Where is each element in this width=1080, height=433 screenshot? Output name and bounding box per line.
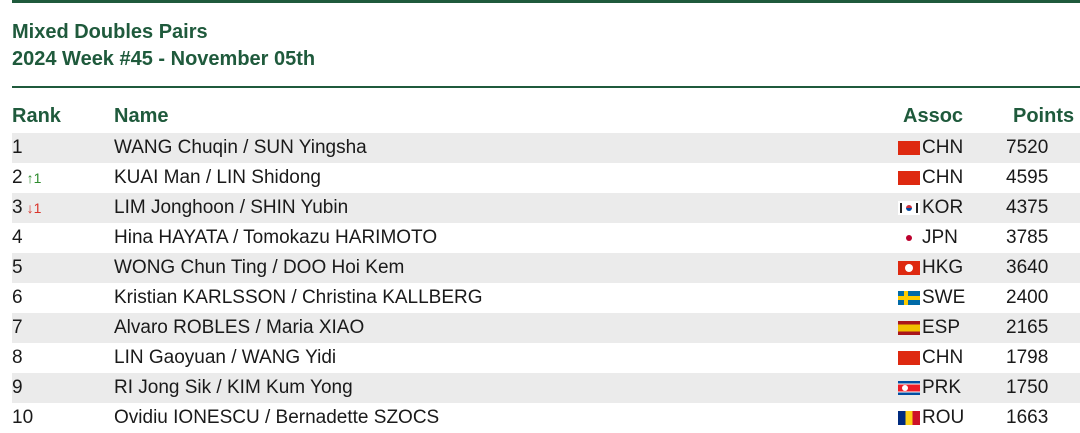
north-korea-flag-icon: [898, 381, 920, 395]
table-row: 2 ↑1 KUAI Man / LIN Shidong CHN 4595: [12, 163, 1080, 193]
assoc-cell: ROU: [898, 407, 964, 429]
pair-name[interactable]: Alvaro ROBLES / Maria XIAO: [114, 317, 365, 338]
points-cell: 4375: [1006, 197, 1049, 218]
column-header-points: Points: [1013, 105, 1075, 127]
romania-flag-icon: [898, 411, 920, 425]
points-cell: 2165: [1006, 317, 1049, 338]
hong-kong-flag-icon: [898, 261, 920, 275]
points-cell: 7520: [1006, 137, 1049, 158]
points-cell: 1663: [1006, 407, 1049, 428]
assoc-cell: ESP: [898, 317, 960, 339]
table-row: 3 ↓1 LIM Jonghoon / SHIN Yubin KOR 4375: [12, 193, 1080, 223]
pair-name[interactable]: WONG Chun Ting / DOO Hoi Kem: [114, 257, 405, 278]
china-flag-icon: [898, 171, 920, 185]
assoc-cell: JPN: [898, 227, 958, 249]
rank-up-indicator: ↑1: [26, 170, 42, 186]
japan-flag-icon: [898, 231, 920, 245]
table-row: 7 Alvaro ROBLES / Maria XIAO ESP 2165: [12, 313, 1080, 343]
points-cell: 3785: [1006, 227, 1049, 248]
assoc-cell: KOR: [898, 197, 963, 219]
header-divider: [12, 86, 1080, 88]
pair-name[interactable]: KUAI Man / LIN Shidong: [114, 167, 321, 188]
assoc-cell: PRK: [898, 377, 961, 399]
table-row: 5 WONG Chun Ting / DOO Hoi Kem HKG 3640: [12, 253, 1080, 283]
rank-cell: 7: [12, 317, 23, 338]
points-cell: 1750: [1006, 377, 1049, 398]
rank-down-indicator: ↓1: [26, 200, 42, 216]
points-cell: 1798: [1006, 347, 1049, 368]
pair-name[interactable]: RI Jong Sik / KIM Kum Yong: [114, 377, 353, 398]
table-header: Rank Name Assoc Points: [0, 103, 1080, 131]
pair-name[interactable]: LIN Gaoyuan / WANG Yidi: [114, 347, 337, 368]
sweden-flag-icon: [898, 291, 920, 305]
table-row: 9 RI Jong Sik / KIM Kum Yong PRK 1750: [12, 373, 1080, 403]
china-flag-icon: [898, 351, 920, 365]
rank-cell: 2 ↑1: [12, 167, 42, 188]
table-row: 4 Hina HAYATA / Tomokazu HARIMOTO JPN 37…: [12, 223, 1080, 253]
assoc-cell: CHN: [898, 347, 963, 369]
table-row: 8 LIN Gaoyuan / WANG Yidi CHN 1798: [12, 343, 1080, 373]
assoc-cell: HKG: [898, 257, 963, 279]
table-row: 6 Kristian KARLSSON / Christina KALLBERG…: [12, 283, 1080, 313]
pair-name[interactable]: LIM Jonghoon / SHIN Yubin: [114, 197, 349, 218]
spain-flag-icon: [898, 321, 920, 335]
table-row: 10 Ovidiu IONESCU / Bernadette SZOCS ROU…: [12, 403, 1080, 433]
column-header-assoc: Assoc: [903, 105, 964, 127]
rank-cell: 8: [12, 347, 23, 368]
page-subtitle: 2024 Week #45 - November 05th: [12, 48, 316, 70]
pair-name[interactable]: Ovidiu IONESCU / Bernadette SZOCS: [114, 407, 440, 428]
rank-cell: 4: [12, 227, 23, 248]
china-flag-icon: [898, 141, 920, 155]
points-cell: 3640: [1006, 257, 1049, 278]
rank-cell: 1: [12, 137, 23, 158]
assoc-cell: CHN: [898, 167, 963, 189]
column-header-name: Name: [114, 105, 169, 127]
assoc-cell: SWE: [898, 287, 965, 309]
page-title: Mixed Doubles Pairs: [12, 21, 208, 43]
rank-cell: 9: [12, 377, 23, 398]
rank-cell: 6: [12, 287, 23, 308]
pair-name[interactable]: Hina HAYATA / Tomokazu HARIMOTO: [114, 227, 438, 248]
points-cell: 4595: [1006, 167, 1049, 188]
rank-cell: 5: [12, 257, 23, 278]
korea-flag-icon: [898, 201, 920, 215]
top-divider: [12, 0, 1080, 3]
assoc-cell: CHN: [898, 137, 963, 159]
pair-name[interactable]: WANG Chuqin / SUN Yingsha: [114, 137, 367, 158]
column-header-rank: Rank: [12, 105, 61, 127]
points-cell: 2400: [1006, 287, 1049, 308]
table-row: 1 WANG Chuqin / SUN Yingsha CHN 7520: [12, 133, 1080, 163]
rank-cell: 10: [12, 407, 34, 428]
pair-name[interactable]: Kristian KARLSSON / Christina KALLBERG: [114, 287, 483, 308]
rank-cell: 3 ↓1: [12, 197, 42, 218]
ranking-table: 1 WANG Chuqin / SUN Yingsha CHN 7520 2 ↑1…: [12, 133, 1080, 433]
